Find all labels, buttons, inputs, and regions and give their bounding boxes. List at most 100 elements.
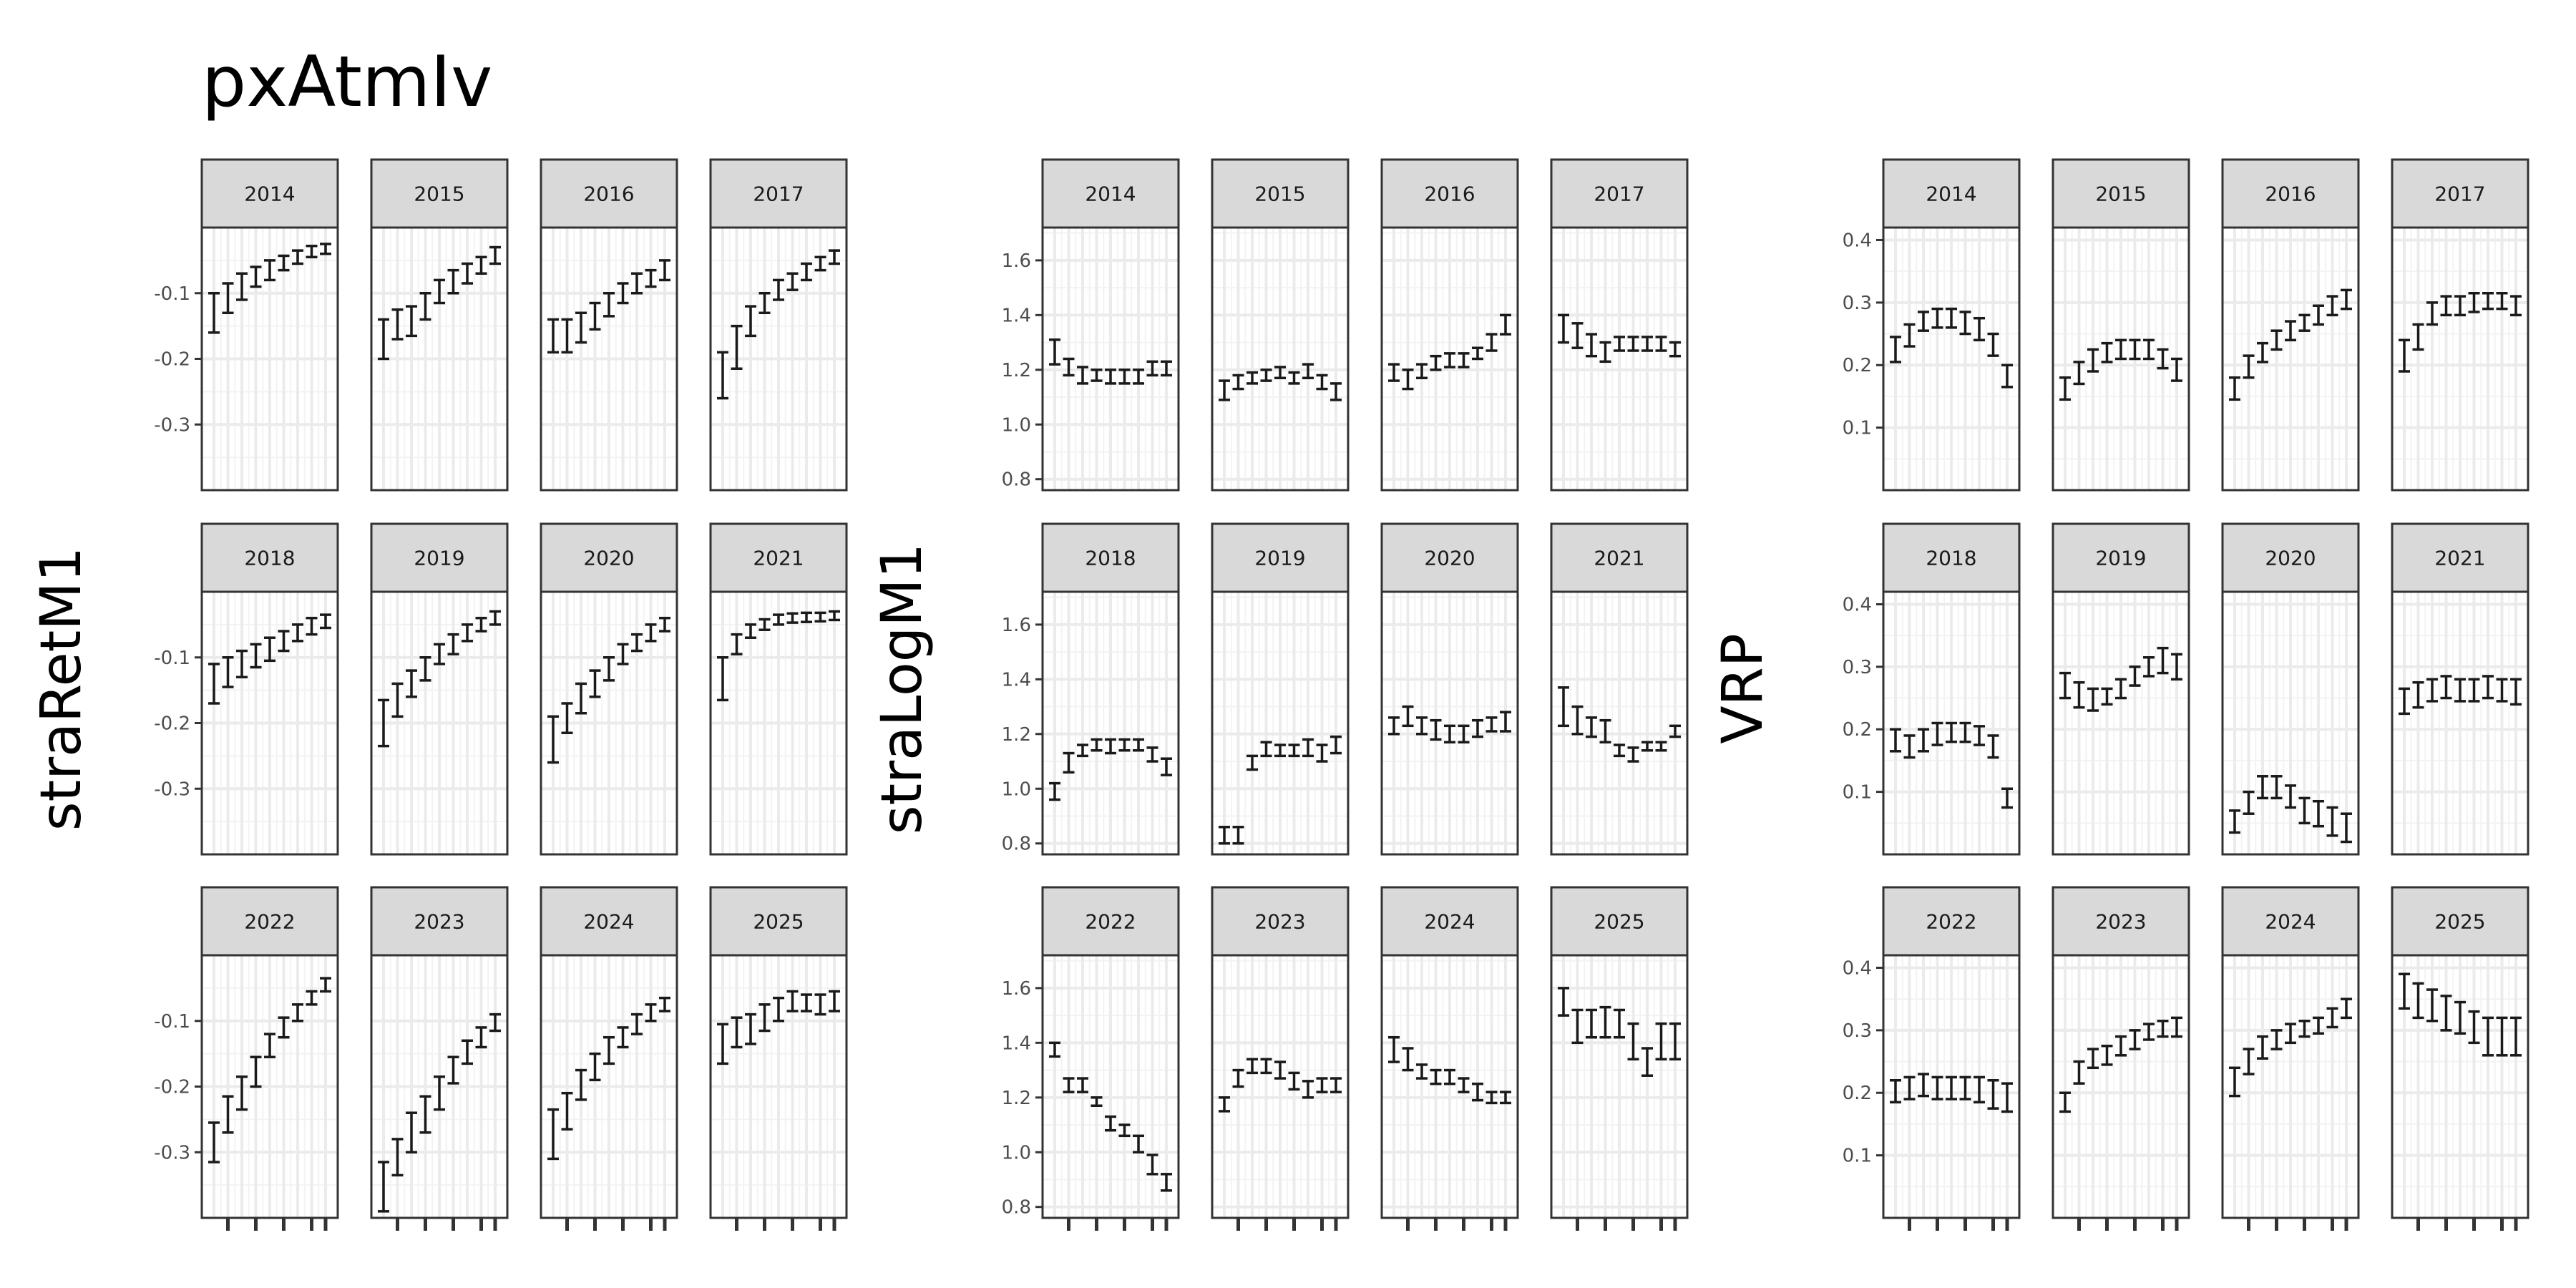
error-bar <box>391 1138 404 1177</box>
error-bar <box>1669 341 1681 358</box>
error-bar <box>1500 711 1511 733</box>
y-tick-label: 1.2 <box>1002 1088 1031 1109</box>
error-bar <box>717 656 728 702</box>
error-bar <box>264 1033 275 1058</box>
error-bar <box>406 305 417 338</box>
facet-strip-label: 2019 <box>1254 547 1305 570</box>
facet-strip-label: 2014 <box>1085 182 1136 206</box>
error-bar <box>1974 725 1985 746</box>
error-bar <box>2482 1016 2494 1057</box>
facet-strip-label: 2017 <box>753 182 804 206</box>
facet-strip <box>1882 886 2021 957</box>
facet-strip-label: 2014 <box>244 182 295 206</box>
error-bar <box>2129 665 2141 687</box>
error-bar <box>475 616 487 633</box>
error-bar <box>1219 826 1230 845</box>
panel-border <box>1041 226 1180 492</box>
error-bar <box>2270 329 2283 351</box>
error-bar <box>814 255 826 272</box>
error-bar <box>1903 1075 1916 1101</box>
facet-strip-label: 2016 <box>583 182 634 206</box>
y-tick-label: 0.4 <box>1843 230 1872 251</box>
error-bar <box>603 1035 615 1065</box>
error-bar <box>2496 292 2508 311</box>
panel-border <box>1211 954 1350 1219</box>
panel-border <box>1380 226 1519 492</box>
error-bar <box>2229 1066 2240 1098</box>
error-bar <box>222 1095 234 1134</box>
error-bar <box>2426 988 2438 1023</box>
error-bar <box>2440 295 2452 317</box>
error-bar <box>1330 735 1342 755</box>
error-bar <box>1077 1077 1088 1093</box>
facet-straRetM1-2025: 2025 <box>709 886 848 1231</box>
y-tick-label: 1.4 <box>1002 305 1031 326</box>
facet-straLogM1-2017: 2017 <box>1550 158 1689 492</box>
error-bar <box>1599 718 1611 744</box>
error-bar <box>1161 1173 1172 1192</box>
error-bar <box>1274 366 1286 380</box>
error-bar <box>1931 1075 1943 1101</box>
facet-VRP-2023: 2023 <box>2051 886 2190 1231</box>
error-bar <box>2426 301 2438 326</box>
error-bar <box>1918 728 1929 753</box>
error-bar <box>1330 1077 1342 1093</box>
error-bar <box>1987 332 1999 357</box>
error-bar <box>1946 721 1957 743</box>
y-axis-title: straRetM1 <box>29 547 94 831</box>
y-tick-label: 0.3 <box>1843 657 1872 678</box>
error-bar <box>1063 357 1075 377</box>
error-bar <box>589 669 601 698</box>
error-bar <box>1931 721 1943 746</box>
facet-strip-label: 2020 <box>583 547 634 570</box>
facet-straLogM1-2022: 2022 0.8 1.0 1.2 1.4 1.6 <box>1002 886 1180 1231</box>
facet-strip <box>1041 522 1180 593</box>
facet-VRP-2022: 2022 0.1 0.2 0.3 0.4 <box>1843 886 2021 1231</box>
panel-border <box>2051 954 2190 1219</box>
error-bar <box>406 669 417 698</box>
error-bar <box>489 610 501 626</box>
error-bar <box>631 633 643 653</box>
panel-border <box>2221 590 2360 856</box>
error-bar <box>758 1003 771 1033</box>
error-bar <box>1890 728 1901 753</box>
facet-straLogM1-2018: 2018 0.8 1.0 1.2 1.4 1.6 <box>1002 522 1180 856</box>
error-bar <box>1219 1096 1230 1113</box>
y-tick-label: -0.1 <box>154 648 190 669</box>
error-bar <box>2143 338 2155 361</box>
panel-border <box>1550 954 1689 1219</box>
panel-border <box>1550 226 1689 492</box>
panel-border <box>370 590 509 856</box>
facet-strip <box>2051 522 2190 593</box>
panel-border <box>709 590 848 856</box>
facet-straLogM1-2020: 2020 <box>1380 522 1519 856</box>
error-bar <box>731 633 743 655</box>
error-bar <box>1246 371 1258 385</box>
error-bar <box>434 278 445 305</box>
y-tick-label: 1.4 <box>1002 669 1031 691</box>
facet-strip-label: 2015 <box>414 182 464 206</box>
error-bar <box>801 262 812 282</box>
error-bar <box>292 623 303 643</box>
facet-strip <box>2051 158 2190 229</box>
y-tick-label: -0.3 <box>154 1142 190 1163</box>
error-bar <box>2285 1023 2296 1045</box>
error-bar <box>1959 1075 1971 1101</box>
error-bar <box>406 1111 417 1153</box>
facet-straRetM1-2017: 2017 <box>709 158 848 492</box>
panel-border <box>2221 226 2360 492</box>
error-bar <box>1316 374 1328 391</box>
error-bar <box>561 318 573 354</box>
panel-border <box>370 226 509 492</box>
plot-groups: straRetM1 2014 -0.3 -0.2 -0.1 2015 2016 2017 201… <box>29 158 2529 1231</box>
facet-strip-label: 2014 <box>1926 182 1976 206</box>
y-tick-label: 1.0 <box>1002 1142 1031 1163</box>
y-tick-label: 0.8 <box>1002 469 1031 491</box>
error-bar <box>1105 738 1116 755</box>
facet-strip <box>1380 522 1519 593</box>
error-bar <box>1974 1075 1985 1104</box>
facet-straLogM1-2025: 2025 <box>1550 886 1689 1231</box>
error-bar <box>2510 295 2522 317</box>
error-bar <box>1903 734 1916 759</box>
y-tick-label: 0.3 <box>1843 293 1872 314</box>
